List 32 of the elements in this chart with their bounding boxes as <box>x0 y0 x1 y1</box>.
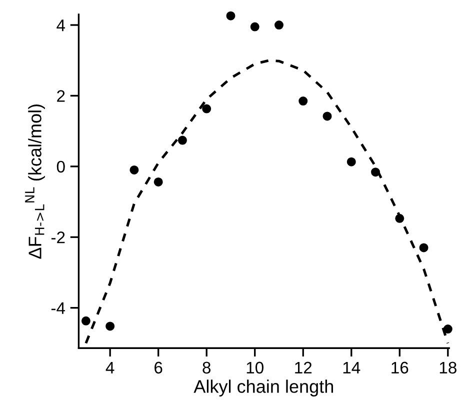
point <box>154 177 163 186</box>
point <box>226 11 236 20</box>
point <box>371 168 380 177</box>
point <box>298 96 308 106</box>
x-tick-label: 4 <box>106 362 114 374</box>
y-tick-label: -2 <box>51 232 65 244</box>
point <box>130 165 139 174</box>
point <box>346 157 356 166</box>
x-tick-label: 14 <box>343 362 360 374</box>
point <box>443 324 452 334</box>
x-axis-title: Alkyl chain length <box>194 380 333 396</box>
point <box>250 22 260 32</box>
y-tick-label: -4 <box>51 302 66 314</box>
x-tick-label: 10 <box>246 362 264 374</box>
x-tick-label: 8 <box>202 362 211 374</box>
x-tick-label: 6 <box>154 362 162 374</box>
y-axis-title: ΔF$_{H->L}$$^{NL}$ (kcal/mol) <box>25 104 45 259</box>
x-tick-label: 18 <box>440 362 456 374</box>
point <box>81 316 90 326</box>
point <box>202 104 212 114</box>
point <box>419 243 428 252</box>
y-tick-label: 0 <box>56 160 65 173</box>
point <box>322 112 332 121</box>
point <box>178 136 187 145</box>
y-tick-label: 4 <box>56 20 66 32</box>
point <box>106 322 115 331</box>
y-tick-label: 2 <box>57 90 65 102</box>
line-series <box>84 59 450 344</box>
x-tick-label: 12 <box>295 362 312 374</box>
point <box>274 20 284 30</box>
point <box>395 214 404 223</box>
x-tick-label: 16 <box>392 362 408 374</box>
